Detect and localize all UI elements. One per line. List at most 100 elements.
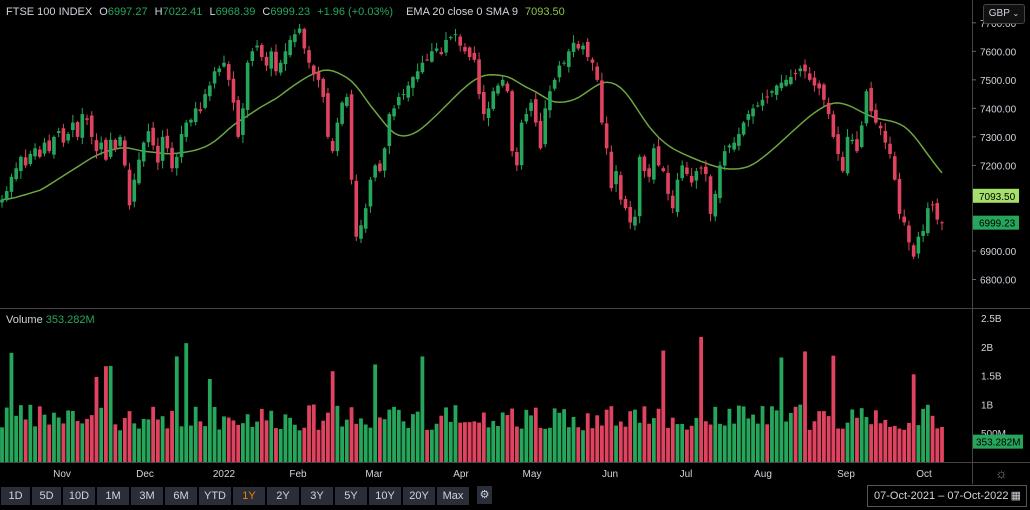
volume-bar <box>533 407 538 462</box>
volume-bar <box>377 417 382 462</box>
x-tick-label: Dec <box>136 469 154 480</box>
candle-body <box>727 145 732 148</box>
candle-body <box>647 168 651 177</box>
candle-body <box>245 62 250 110</box>
range-button-3y[interactable]: 3Y <box>300 486 334 506</box>
volume-bar <box>406 427 411 462</box>
volume-bar <box>349 407 354 462</box>
candle-body <box>321 78 326 97</box>
volume-bar <box>736 405 741 462</box>
volume-bar <box>817 411 822 462</box>
volume-bar <box>420 356 425 462</box>
candle-body <box>208 85 212 97</box>
volume-bar <box>562 409 567 462</box>
volume-bar <box>165 428 170 462</box>
volume-bar <box>614 425 618 462</box>
volume-bar <box>812 421 817 462</box>
volume-bar <box>727 408 732 462</box>
volume-bar <box>703 421 708 462</box>
volume-bar <box>543 428 548 462</box>
volume-label-text: 353.282M <box>976 438 1020 449</box>
low-value: 6968.39 <box>215 6 256 18</box>
volume-bar <box>368 427 373 462</box>
candle-body <box>297 28 302 33</box>
volume-bar <box>387 409 392 462</box>
candle-body <box>66 134 70 141</box>
range-button-1y[interactable]: 1Y <box>232 486 266 506</box>
candle-body <box>812 77 817 86</box>
settings-sun-icon[interactable]: ☼ <box>995 465 1008 481</box>
volume-bar <box>803 351 807 462</box>
open-value: 6997.27 <box>107 6 148 18</box>
candle-body <box>477 59 481 95</box>
candle-body <box>231 78 236 103</box>
candle-body <box>571 42 576 52</box>
candle-body <box>127 169 132 206</box>
candle-body <box>486 108 491 118</box>
range-toolbar: 1D 5D 10D 1M 3M 6M YTD 1Y 2Y 3Y 5Y 10Y 20Y Max ⚙ 07-O… <box>0 484 1030 510</box>
candle-body <box>255 45 259 48</box>
candle-body <box>302 28 307 49</box>
volume-bar <box>170 410 174 462</box>
price-tick-label: 7500.00 <box>980 76 1017 87</box>
candle-body <box>921 231 925 236</box>
candle-body <box>250 51 255 61</box>
price-legend: FTSE 100 INDEX O6997.27 H7022.41 L6968.3… <box>6 6 569 18</box>
candle-body <box>85 118 89 120</box>
range-button-max[interactable]: Max <box>436 486 470 506</box>
range-button-20y[interactable]: 20Y <box>402 486 436 506</box>
candle-body <box>902 216 907 223</box>
range-button-2y[interactable]: 2Y <box>266 486 300 506</box>
candle-body <box>845 136 850 174</box>
volume-bar <box>902 429 907 462</box>
candle-body <box>595 66 599 80</box>
candle-body <box>401 94 406 96</box>
candle-body <box>567 51 571 67</box>
volume-bar <box>864 417 869 462</box>
price-tick-label: 6800.00 <box>980 275 1017 286</box>
range-button-1d[interactable]: 1D <box>0 486 31 506</box>
volume-bar <box>883 419 888 462</box>
candle-body <box>61 128 66 143</box>
candle-body <box>259 45 264 58</box>
volume-bar <box>599 425 604 462</box>
currency-dropdown[interactable]: GBP ⌄ <box>983 4 1025 24</box>
range-button-5y[interactable]: 5Y <box>334 486 368 506</box>
range-button-5d[interactable]: 5D <box>31 486 62 506</box>
range-button-10y[interactable]: 10Y <box>368 486 402 506</box>
range-button-6m[interactable]: 6M <box>164 486 198 506</box>
volume-bar <box>637 422 642 462</box>
candle-body <box>855 139 859 152</box>
change-value: +1.96 (+0.03%) <box>317 6 394 18</box>
volume-bar <box>798 404 803 462</box>
candle-body <box>789 77 793 84</box>
candle-body <box>354 180 359 237</box>
volume-bar <box>264 420 269 462</box>
volume-bar <box>477 422 481 462</box>
volume-bar <box>56 417 61 462</box>
candle-body <box>859 125 864 148</box>
candle-body <box>864 91 869 124</box>
candle-body <box>89 115 94 137</box>
range-button-3m[interactable]: 3M <box>130 486 164 506</box>
x-tick-label: Mar <box>365 469 383 480</box>
date-range-picker[interactable]: 07-Oct-2021 – 07-Oct-2022 ▦ <box>867 485 1027 507</box>
chevron-down-icon: ⌄ <box>1012 9 1020 18</box>
candle-body <box>264 56 269 66</box>
candle-body <box>222 62 226 67</box>
candle-body <box>618 175 623 200</box>
range-button-ytd[interactable]: YTD <box>198 486 232 506</box>
volume-bar <box>297 430 302 462</box>
candle-body <box>56 131 61 133</box>
volume-bar <box>203 426 208 462</box>
candle-body <box>515 151 519 166</box>
candle-body <box>4 191 9 201</box>
candle-body <box>340 102 344 124</box>
volume-bar <box>401 421 406 462</box>
range-button-10d[interactable]: 10D <box>62 486 96 506</box>
volume-bar <box>604 409 609 462</box>
range-button-1m[interactable]: 1M <box>96 486 130 506</box>
gear-icon[interactable]: ⚙ <box>477 486 492 504</box>
chart-canvas[interactable]: 7700.00 7600.00 7500.00 7400.00 7300.00 7200.… <box>0 0 1030 484</box>
candle-body <box>278 62 283 73</box>
